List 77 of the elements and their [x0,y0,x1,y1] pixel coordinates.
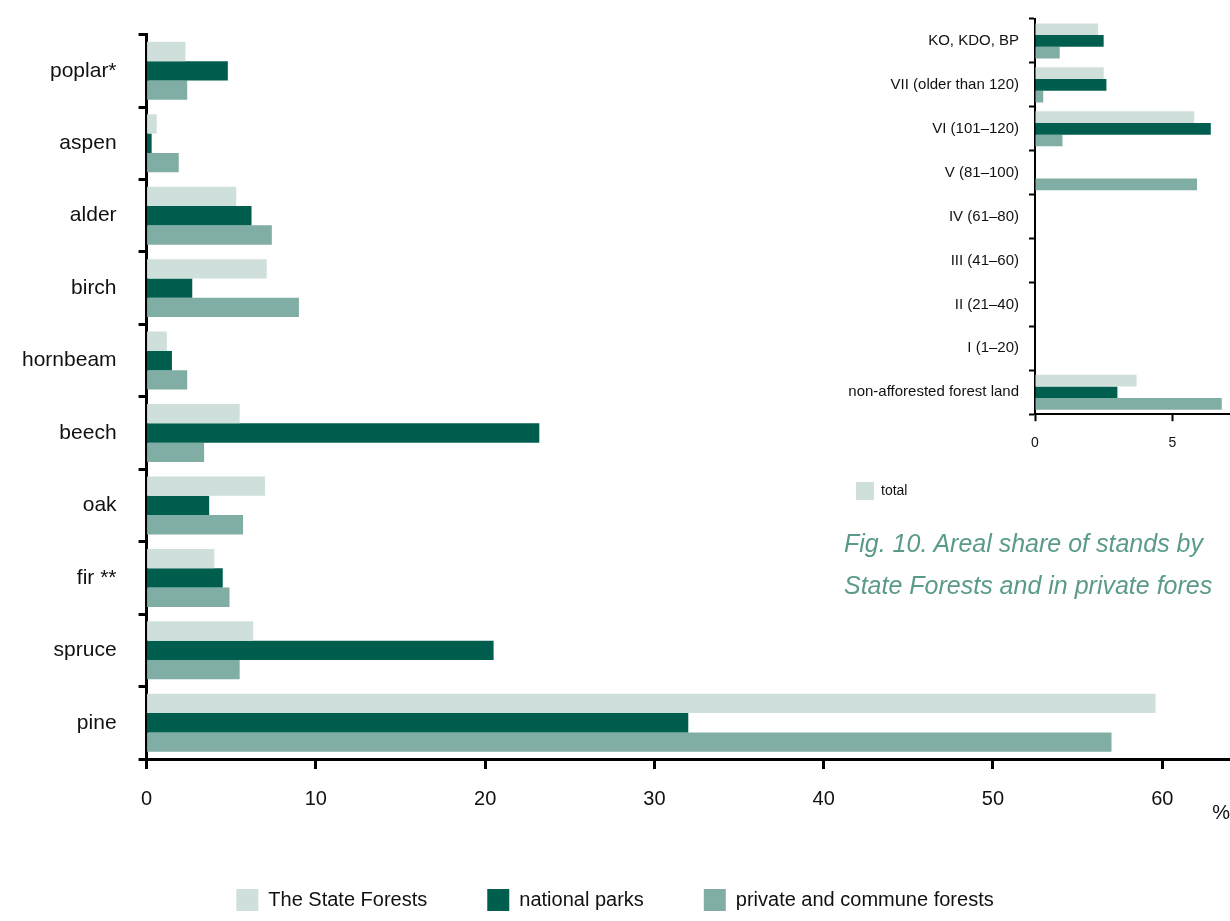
y-tick-label: poplar* [50,57,117,81]
bar [147,693,1156,714]
bar [147,278,193,298]
y-tick-label: II (21–40) [954,294,1019,312]
y-tick-label: hornbeam [22,347,117,371]
y-tick-label: fir ** [76,564,117,588]
bar [147,548,215,569]
bar [147,259,267,279]
bar [147,515,244,535]
bar [147,442,205,462]
x-tick-label: 0 [141,786,153,809]
bar [1035,46,1060,59]
legend-label: private and commune forests [735,887,994,910]
bar [147,568,223,588]
bar [147,331,167,351]
y-tick-label: I (1–20) [967,338,1019,356]
bar [147,404,240,424]
legend-label: national parks [519,887,644,910]
bar [1035,23,1099,36]
bar [147,133,152,153]
bar [1035,134,1063,147]
y-tick-label: KO, KDO, BP [928,31,1019,49]
bar [147,476,266,496]
bar [147,186,237,207]
legend-label: The State Forests [268,887,428,910]
y-tick-label: pine [76,709,117,733]
x-tick-label: 40 [812,786,835,809]
bar [1035,35,1104,47]
y-tick-label: aspen [59,130,117,154]
y-tick-label: oak [82,492,118,516]
bar [1035,67,1104,80]
bar [1035,178,1198,191]
y-tick-label: birch [71,274,117,298]
x-tick-label: 30 [643,786,666,809]
bar [1035,111,1195,123]
bar [147,640,494,660]
bar [147,732,1112,752]
bar [147,152,179,173]
legend-label: total [881,481,908,498]
y-tick-label: spruce [53,637,117,661]
x-tick-label: 50 [981,786,1005,809]
y-tick-label: IV (61–80) [948,206,1019,224]
bar [147,206,252,226]
y-tick-label: VI (101–120) [932,118,1019,136]
bar [147,350,172,371]
bar [147,713,689,733]
y-tick-label: VII (older than 120) [890,75,1019,93]
bar [147,423,540,443]
y-tick-label: III (41–60) [950,250,1019,268]
y-tick-label: beech [59,419,117,443]
bar [147,114,157,134]
bar [147,41,186,62]
bar [147,495,210,516]
bar [1035,374,1137,387]
x-tick-label: 20 [474,786,497,809]
x-tick-label: 0 [1031,434,1040,451]
bar [147,80,188,100]
bar [147,621,254,641]
annotation: Fig. 10. Areal share of stands by [844,528,1205,559]
bar [147,225,272,245]
bar [147,587,230,607]
x-axis-title: % [1212,800,1230,823]
bar [147,660,240,680]
y-tick-label: V (81–100) [944,162,1019,180]
x-tick-label: 10 [304,786,327,809]
x-tick-label: 60 [1151,786,1174,809]
bar [1035,398,1222,410]
bar [1035,386,1118,399]
bar [147,370,188,390]
y-tick-label: alder [69,202,117,226]
x-tick-label: 5 [1168,434,1177,451]
bar [147,61,228,81]
bar [1035,79,1107,91]
bar [147,297,299,318]
bar [1035,122,1211,135]
annotation: State Forests and in private fores [844,570,1214,601]
y-tick-label: non-afforested forest land [848,382,1019,400]
